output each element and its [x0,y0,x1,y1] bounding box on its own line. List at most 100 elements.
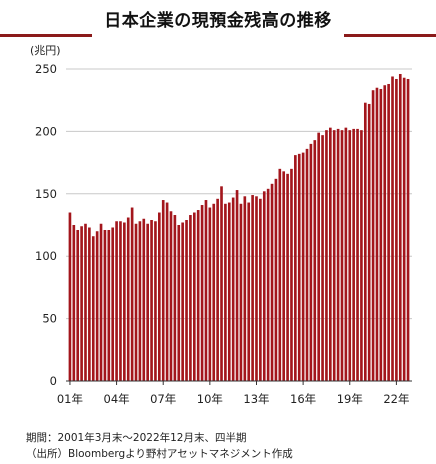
bar [360,130,363,381]
bar [88,227,91,381]
bar [204,200,208,381]
x-tick-label: 07年 [150,392,176,406]
x-tick-label: 19年 [337,392,363,406]
x-tick-label: 10年 [197,392,223,406]
bar [290,168,293,381]
footnote-period: 期間：2001年3月末～2022年12月末、四半期 [26,432,247,444]
bar [313,140,317,381]
bar [317,132,320,381]
bar [119,221,122,381]
bar [286,173,289,381]
bar-chart: 0 50 100 150 200 250 01年 04年 07年 10年 13年 16年 19年 22年 [35,62,412,406]
bar [220,186,223,381]
bar [356,128,359,381]
bar [266,188,270,381]
bar [321,135,324,381]
bar [134,223,138,381]
bar [185,220,188,381]
bar [251,195,254,381]
bar [173,215,177,381]
bar [340,130,344,381]
bar [398,73,402,381]
bar [259,198,262,381]
bar [336,128,340,381]
bar [177,225,181,381]
bar [329,127,332,381]
y-axis-unit-label: (兆円) [30,44,61,57]
bar [200,205,204,381]
x-tick-label: 01年 [57,392,83,406]
bar [243,196,247,381]
bar [68,212,72,381]
bar [309,143,313,381]
bar [123,222,126,381]
bar [274,178,278,381]
bar [146,223,149,381]
bar [297,153,301,381]
x-tick-label: 04年 [104,392,130,406]
bar [247,202,251,381]
chart-title: 日本企業の現預金残高の推移 [104,11,332,31]
bar [348,130,352,381]
bar [107,229,111,381]
bar [138,221,142,381]
footnote-source: （出所）Bloombergより野村アセットマネジメント作成 [26,448,293,460]
y-tick-label: 150 [35,187,57,201]
bar [395,78,398,381]
bar [216,198,219,381]
bar [270,183,274,381]
bar [391,76,394,381]
bar [383,85,387,381]
bar [165,202,169,381]
bar [224,203,227,381]
bar [227,202,231,381]
bar [212,203,216,381]
bar [305,148,309,381]
bar [130,207,134,381]
bar [375,87,379,381]
bar [282,171,286,381]
y-tick-label: 100 [35,249,57,263]
bar [379,88,383,381]
bar [103,229,107,381]
bar [169,211,173,381]
y-tick-label: 0 [50,374,57,388]
bar [189,215,192,381]
x-tick-label: 13年 [243,392,269,406]
bar [80,226,83,381]
bar [231,197,235,381]
bar [367,103,371,381]
y-tick-label: 250 [35,62,57,76]
x-tick-label: 22年 [383,392,409,406]
x-tick-label: 16年 [290,392,316,406]
bar [196,210,200,381]
bar [76,229,80,381]
bar [262,191,266,381]
bar [301,152,305,381]
bar [111,227,115,381]
bar [99,223,103,381]
bar [72,225,76,381]
bar [325,130,328,381]
bar [235,190,239,381]
y-tick-label: 200 [35,124,57,138]
bar [371,90,375,381]
bar [161,200,165,381]
bar [294,155,297,381]
bar [95,231,99,381]
bar [402,77,406,382]
title-rule-right [344,34,436,37]
bar [363,102,367,382]
bar [126,217,130,381]
bar [158,212,161,381]
bar [352,128,355,381]
title-rule-left [0,34,92,37]
bar [239,203,243,381]
bar [332,130,336,381]
bar [208,207,212,381]
bar [154,221,157,381]
bar [255,196,258,381]
bar [387,83,390,381]
bar [192,212,196,381]
